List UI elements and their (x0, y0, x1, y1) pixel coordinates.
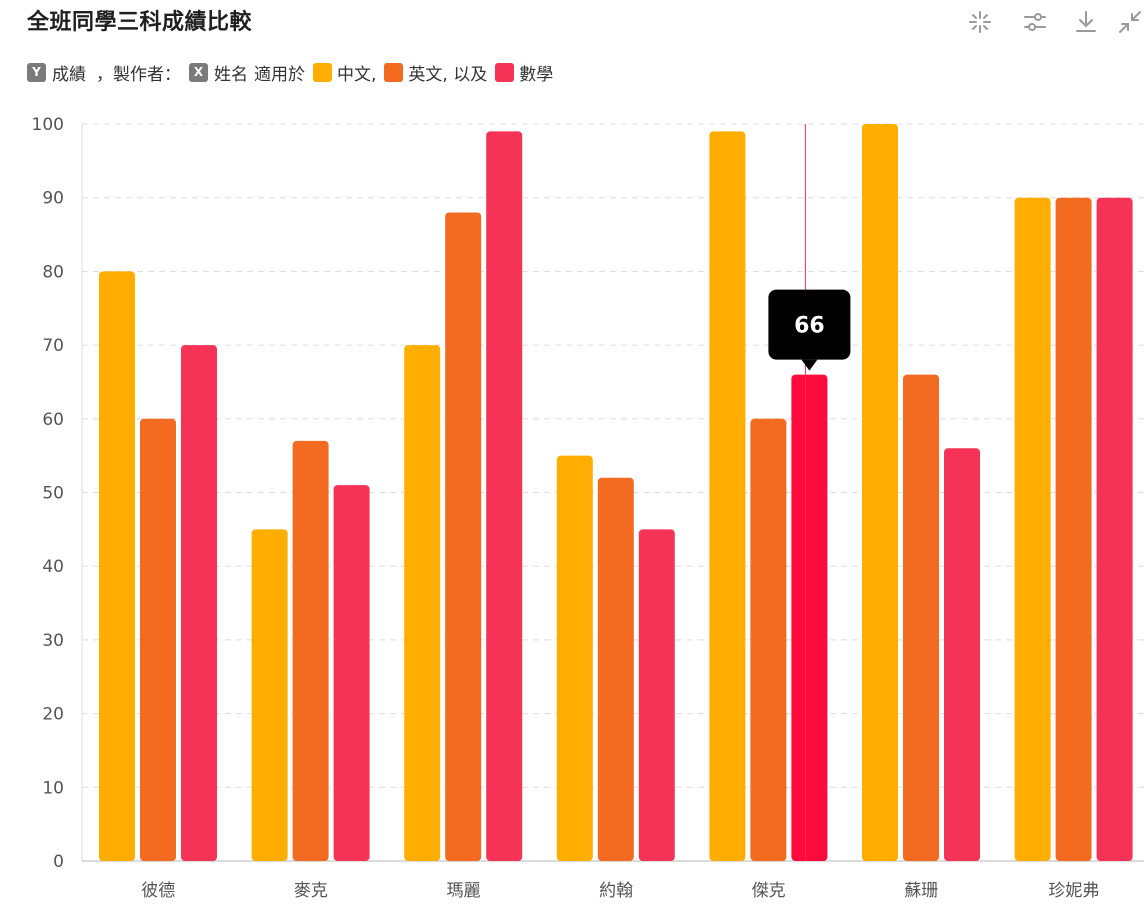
bar-英文-約翰[interactable] (597, 477, 634, 861)
bar-中文-蘇珊[interactable] (862, 124, 898, 861)
sparkle-icon[interactable] (966, 8, 994, 36)
x-tick-label: 蘇珊 (904, 881, 938, 901)
legend-series-chinese[interactable]: 中文, (337, 64, 377, 85)
y-tick-label: 100 (32, 115, 64, 135)
chart-legend: Y 成績 ，製作者： X 姓名 適用於 中文, 英文, 以及 數學 (27, 59, 557, 85)
legend-series-math[interactable]: 數學 (519, 64, 554, 85)
download-icon[interactable] (1072, 8, 1100, 36)
sliders-icon[interactable] (1021, 8, 1049, 36)
bar-中文-傑克[interactable] (709, 131, 746, 861)
legend-swatch-math (495, 62, 515, 82)
legend-by-text: ，製作者： (96, 64, 181, 85)
bar-英文-珍妮弗[interactable] (1055, 197, 1092, 861)
y-tick-label: 80 (42, 262, 64, 282)
bar-中文-珍妮弗[interactable] (1014, 197, 1051, 861)
y-tick-label: 70 (42, 336, 64, 356)
legend-swatch-english (384, 62, 404, 82)
bar-數學-蘇珊[interactable] (944, 448, 980, 861)
chart-title: 全班同學三科成績比較 (27, 10, 253, 35)
bar-英文-麥克[interactable] (292, 440, 329, 861)
y-tick-label: 0 (53, 852, 64, 872)
x-tick-label: 麥克 (294, 881, 328, 901)
legend-series-english[interactable]: 英文, 以及 (408, 64, 488, 85)
x-tick-label: 約翰 (599, 881, 633, 901)
x-tick-label: 彼德 (141, 881, 175, 901)
bar-中文-麥克[interactable] (251, 529, 288, 861)
bar-數學-傑克[interactable] (791, 374, 828, 861)
bar-中文-瑪麗[interactable] (404, 345, 441, 862)
x-tick-label: 傑克 (752, 881, 786, 901)
bar-英文-蘇珊[interactable] (903, 374, 939, 861)
tooltip-value: 66 (794, 314, 825, 339)
bar-英文-瑪麗[interactable] (445, 212, 482, 861)
y-axis-badge: Y (27, 62, 46, 82)
tooltip-pointer (801, 359, 818, 371)
y-tick-label: 90 (42, 189, 64, 209)
tooltip-box (768, 289, 851, 360)
x-axis-label: 姓名 (214, 64, 248, 85)
bar-中文-彼德[interactable] (99, 271, 135, 861)
bar-英文-傑克[interactable] (750, 418, 787, 861)
y-tick-label: 30 (42, 631, 64, 651)
collapse-icon[interactable] (1116, 8, 1144, 36)
x-axis-badge: X (189, 62, 208, 82)
bar-數學-彼德[interactable] (181, 345, 217, 862)
bar-英文-彼德[interactable] (140, 418, 176, 861)
bar-中文-約翰[interactable] (556, 455, 593, 861)
y-tick-label: 20 (42, 705, 64, 725)
bar-數學-瑪麗[interactable] (486, 131, 523, 861)
bar-數學-約翰[interactable] (638, 529, 675, 861)
y-tick-label: 40 (42, 557, 64, 577)
y-axis-label: 成績 (52, 64, 86, 85)
y-tick-label: 10 (42, 778, 64, 798)
y-tick-label: 60 (42, 410, 64, 430)
bar-數學-麥克[interactable] (333, 485, 370, 861)
bar-數學-珍妮弗[interactable] (1096, 197, 1133, 861)
legend-swatch-chinese (313, 62, 332, 82)
legend-applies-text: 適用於 (254, 64, 305, 85)
y-tick-label: 50 (42, 484, 64, 504)
x-tick-label: 瑪麗 (447, 881, 481, 901)
x-tick-label: 珍妮弗 (1048, 881, 1099, 901)
